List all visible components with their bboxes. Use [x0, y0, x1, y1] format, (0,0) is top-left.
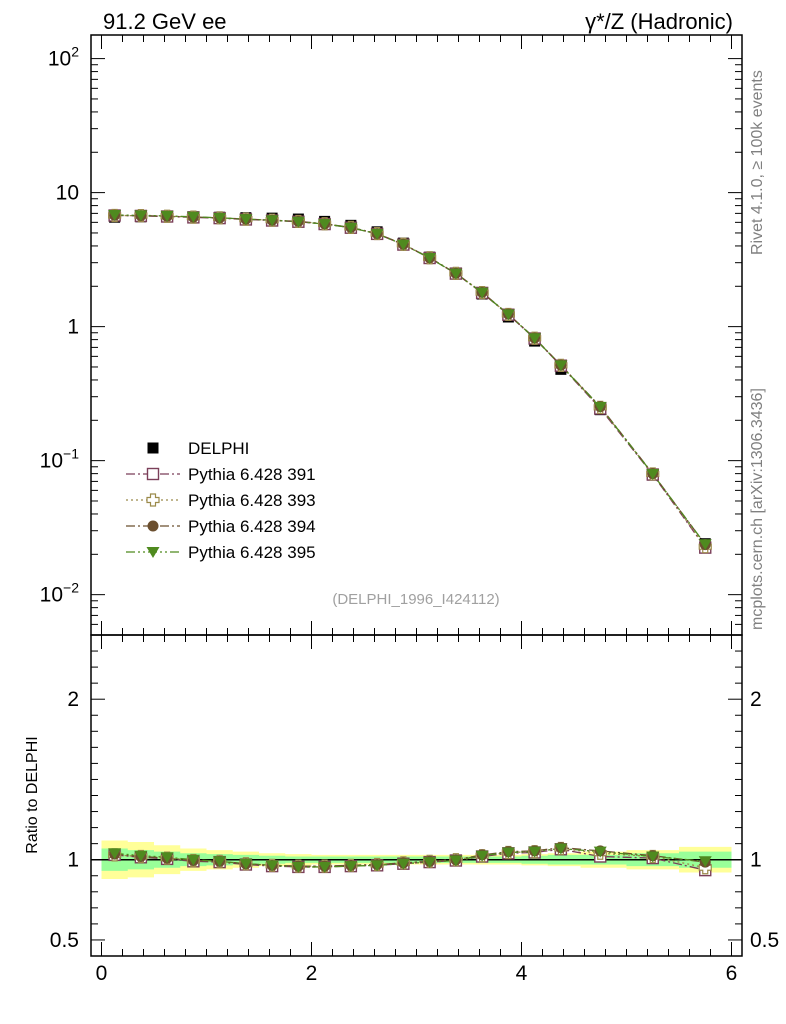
- ratio-point-series-4: [423, 857, 437, 869]
- legend-label-series-2: Pythia 6.428 393: [188, 491, 316, 510]
- legend-label-delphi: DELPHI: [188, 439, 249, 458]
- main-y-tick-label: 1: [67, 316, 79, 339]
- main-point-series-4: [318, 219, 332, 231]
- ratio-y-tick-label: 1: [67, 849, 79, 872]
- ratio-point-series-4: [239, 858, 253, 870]
- ratio-y-tick-label: 0.5: [50, 929, 79, 952]
- ratio-point-series-4: [370, 860, 384, 872]
- main-point-series-4: [396, 239, 410, 251]
- ratio-point-series-4: [213, 856, 227, 868]
- main-point-series-4: [370, 228, 384, 240]
- legend-label-series-3: Pythia 6.428 394: [188, 517, 316, 536]
- ratio-point-series-4: [501, 847, 515, 859]
- ratio-point-series-4: [186, 854, 200, 866]
- ratio-y-tick-label-right: 2: [750, 688, 762, 711]
- legend-label-series-1: Pythia 6.428 391: [188, 465, 316, 484]
- plot-title-left: 91.2 GeV ee: [103, 9, 227, 34]
- x-tick-label: 6: [726, 962, 738, 985]
- ratio-point-series-4: [528, 846, 542, 858]
- main-point-series-4: [265, 215, 279, 227]
- main-point-series-4: [423, 253, 437, 265]
- ratio-point-series-4: [593, 846, 607, 858]
- main-point-series-4: [593, 401, 607, 413]
- main-point-series-4: [344, 222, 358, 234]
- main-y-tick-label: 102: [48, 44, 79, 71]
- main-point-series-4: [475, 287, 489, 299]
- main-panel: 102 10 1 10−1 10−2: [40, 34, 743, 636]
- ratio-y-tick-label: 2: [67, 688, 79, 711]
- main-y-tick-label: 10−2: [40, 580, 80, 607]
- ratio-point-series-4: [344, 861, 358, 873]
- ratio-y-tick-label-right: 0.5: [750, 929, 779, 952]
- ratio-point-series-4: [449, 855, 463, 867]
- main-y-tick-label: 10−1: [40, 446, 80, 473]
- ratio-point-series-4: [318, 861, 332, 873]
- main-point-series-4: [554, 360, 568, 372]
- ratio-frame: [90, 634, 743, 957]
- main-line-series-4: [114, 214, 706, 545]
- ratio-axis-ticks: 0.5 0.5 1 1 2 2: [50, 635, 779, 956]
- main-point-series-4: [291, 216, 305, 228]
- ratio-y-tick-label-right: 1: [750, 849, 762, 872]
- ratio-point-series-4: [396, 858, 410, 870]
- legend-marker-series-2: [146, 493, 160, 507]
- ratio-point-series-4: [108, 848, 122, 860]
- ratio-point-series-4: [698, 856, 712, 868]
- ratio-point-series-4: [291, 861, 305, 873]
- x-axis-tick-labels: 0 2 4 6: [96, 962, 738, 985]
- main-point-series-4: [698, 539, 712, 551]
- main-y-tick-label: 10: [56, 182, 79, 205]
- ratio-point-series-4: [554, 843, 568, 855]
- main-point-series-4: [108, 209, 122, 221]
- legend-marker-series-4: [146, 547, 160, 558]
- main-point-series-4: [449, 268, 463, 280]
- ratio-panel: 0.5 0.5 1 1 2 2: [50, 634, 779, 957]
- ratio-point-series-4: [134, 850, 148, 862]
- main-point-series-4: [501, 309, 515, 321]
- legend-marker-series-1: [146, 467, 160, 481]
- analysis-id-label: (DELPHI_1996_I424112): [332, 591, 499, 608]
- x-tick-label: 0: [96, 962, 108, 985]
- ratio-data-marks: [108, 841, 712, 877]
- main-axis-ticks: 102 10 1 10−1 10−2: [40, 35, 742, 636]
- ratio-point-series-4: [475, 850, 489, 862]
- main-point-series-4: [134, 210, 148, 222]
- main-point-series-4: [646, 468, 660, 480]
- main-point-series-4: [528, 333, 542, 345]
- legend-marker-series-3: [147, 520, 159, 532]
- rivet-version-label: Rivet 4.1.0, ≥ 100k events: [749, 70, 766, 255]
- ratio-point-series-4: [265, 860, 279, 872]
- legend-label-series-4: Pythia 6.428 395: [188, 543, 316, 562]
- ratio-point-series-4: [646, 851, 660, 863]
- ratio-point-series-4: [160, 852, 174, 864]
- x-tick-label: 4: [516, 962, 528, 985]
- mcplots-label: mcplots.cern.ch [arXiv:1306.3436]: [749, 388, 766, 630]
- legend-marker-delphi: [147, 442, 159, 454]
- legend: DELPHI Pythia 6.428 391 Pythia 6.428 393 Py…: [126, 439, 316, 562]
- plot-title-right: γ*/Z (Hadronic): [585, 9, 733, 34]
- main-point-series-4: [213, 212, 227, 224]
- main-data-marks: [108, 208, 712, 554]
- x-tick-label: 2: [306, 962, 318, 985]
- main-point-series-4: [239, 214, 253, 226]
- main-point-series-4: [186, 211, 200, 223]
- ratio-y-axis-label: Ratio to DELPHI: [24, 736, 41, 853]
- main-point-series-4: [160, 210, 174, 222]
